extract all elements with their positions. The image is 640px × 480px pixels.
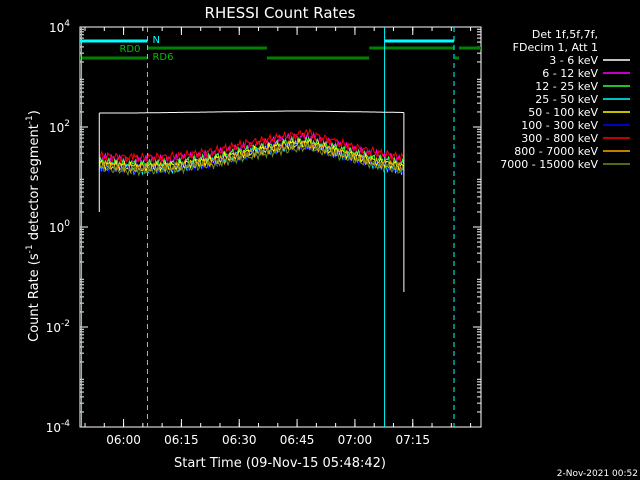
x-tick-label: 07:15 xyxy=(395,433,430,447)
x-tick-label: 07:00 xyxy=(338,433,373,447)
mode-annotations: RD0 RD6 N xyxy=(80,27,481,427)
series-line xyxy=(98,139,405,174)
rd0-label: RD0 xyxy=(119,44,140,55)
series-line xyxy=(98,142,405,177)
legend-label: 50 - 100 keV xyxy=(528,106,598,119)
x-tick-label: 06:15 xyxy=(164,433,199,447)
x-tick-label: 06:45 xyxy=(280,433,315,447)
series-line xyxy=(98,127,405,164)
legend-label: 800 - 7000 keV xyxy=(514,145,598,158)
rd6-label: RD6 xyxy=(152,52,173,63)
legend-label: 12 - 25 keV xyxy=(535,80,598,93)
n-label: N xyxy=(152,35,159,46)
x-tick-label: 06:00 xyxy=(106,433,141,447)
y-tick-label: 10-2 xyxy=(46,319,70,335)
legend-label: 3 - 6 keV xyxy=(549,54,598,67)
y-axis-ticks: 10-4 10-2 100 102 104 xyxy=(46,19,481,435)
series-lines xyxy=(98,110,405,292)
y-tick-label: 100 xyxy=(49,219,70,235)
x-axis-label: Start Time (09-Nov-15 05:48:42) xyxy=(174,456,386,471)
footer-date: 2-Nov-2021 00:52 xyxy=(557,469,638,479)
y-tick-label: 102 xyxy=(49,119,70,135)
chart-title: RHESSI Count Rates xyxy=(205,4,356,22)
y-axis-label: Count Rate (s-1 detector segment-1) xyxy=(25,110,42,342)
legend-label: 300 - 800 keV xyxy=(521,132,598,145)
y-tick-label: 104 xyxy=(49,19,70,35)
x-axis-ticks: 06:00 06:15 06:30 06:45 07:00 07:15 xyxy=(84,27,472,447)
legend-header: Det 1f,5f,7f, xyxy=(532,28,598,41)
legend-label: 6 - 12 keV xyxy=(542,67,598,80)
legend-label: 100 - 300 keV xyxy=(521,119,598,132)
legend-header: FDecim 1, Att 1 xyxy=(513,41,598,54)
x-tick-label: 06:30 xyxy=(222,433,257,447)
legend-label: 25 - 50 keV xyxy=(535,93,598,106)
y-tick-label: 10-4 xyxy=(46,419,71,435)
legend-label: 7000 - 15000 keV xyxy=(500,158,598,171)
series-line xyxy=(99,110,404,114)
